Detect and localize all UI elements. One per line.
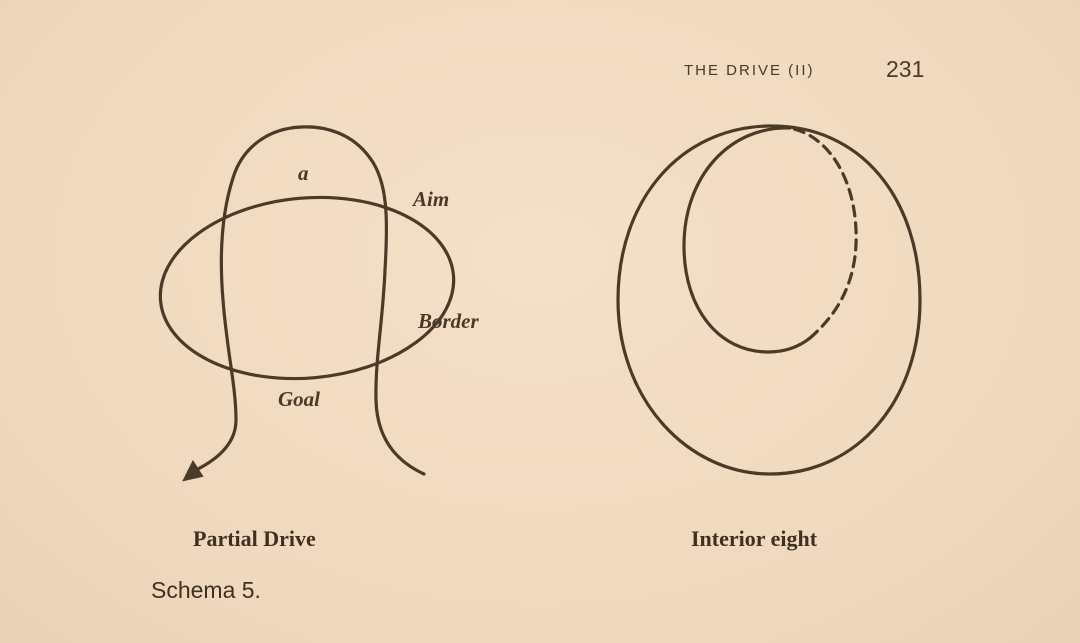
border-ellipse bbox=[158, 195, 456, 381]
drive-loop-path bbox=[194, 125, 426, 476]
partial-drive-diagram: a Aim Border Goal bbox=[158, 125, 480, 482]
arrow-head bbox=[182, 459, 204, 482]
label-a: a bbox=[298, 161, 309, 185]
running-head: THE DRIVE (II) bbox=[684, 62, 815, 79]
label-border: Border bbox=[417, 309, 480, 333]
caption-interior-eight: Interior eight bbox=[691, 526, 818, 551]
schema-label: Schema 5. bbox=[151, 577, 261, 603]
caption-partial-drive: Partial Drive bbox=[193, 526, 316, 551]
interior-eight-diagram bbox=[616, 124, 922, 476]
label-goal: Goal bbox=[278, 387, 320, 411]
page-number: 231 bbox=[886, 56, 925, 82]
outer-loop-path bbox=[616, 124, 922, 476]
inner-loop-solid-path bbox=[682, 126, 812, 354]
label-aim: Aim bbox=[411, 187, 449, 211]
inner-loop-dashed-path bbox=[788, 126, 858, 340]
